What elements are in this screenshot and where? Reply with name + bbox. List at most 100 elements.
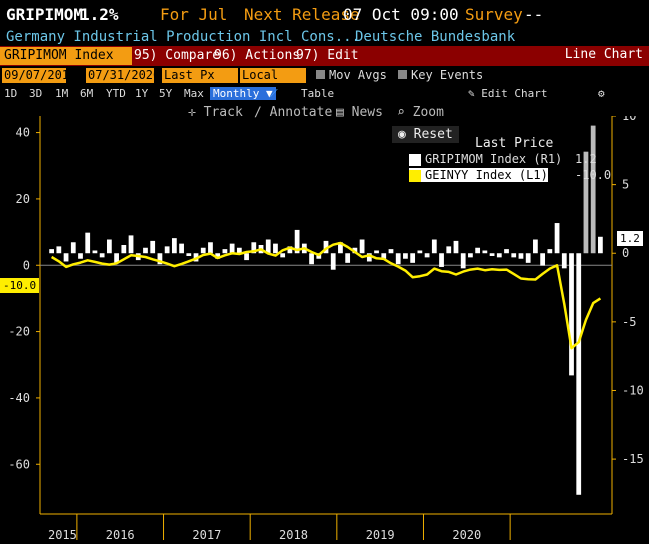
mov-avgs-checkbox[interactable]: Mov Avgs bbox=[316, 68, 387, 82]
period-1m[interactable]: 1M bbox=[55, 87, 69, 100]
chart-type-label[interactable]: Line Chart bbox=[564, 47, 643, 62]
bar bbox=[576, 253, 582, 495]
bar bbox=[143, 247, 148, 254]
news-label: News bbox=[351, 105, 383, 120]
legend-item-geinyy[interactable]: GEINYY Index (L1) bbox=[409, 168, 548, 182]
period-ytd[interactable]: YTD bbox=[106, 87, 126, 100]
price-field[interactable]: Last Px bbox=[162, 68, 238, 83]
series-line bbox=[50, 241, 602, 350]
bar bbox=[150, 240, 156, 254]
table-button[interactable]: Table bbox=[301, 87, 335, 100]
bar bbox=[179, 243, 184, 254]
period-max[interactable]: Max bbox=[184, 87, 204, 100]
left-tick-label: -40 bbox=[8, 391, 30, 405]
chart[interactable]: 40 20 0 -20 -40 -60 10 5 0 -5 -10 -15 2015 2016 2017 20… bbox=[0, 116, 649, 544]
security-field[interactable]: GRIPIMOM Index bbox=[0, 47, 132, 65]
bar bbox=[460, 253, 466, 269]
bar bbox=[236, 247, 242, 254]
bar bbox=[186, 253, 192, 256]
bar bbox=[395, 253, 401, 265]
zoom-tool[interactable]: ⌕ Zoom bbox=[397, 105, 444, 120]
bar bbox=[388, 249, 394, 254]
x-tick-label: 2015 bbox=[48, 528, 77, 542]
right-tick-label: -5 bbox=[622, 315, 636, 329]
chart-mode-icon[interactable]: ⟋ bbox=[270, 87, 278, 100]
bar bbox=[446, 246, 452, 254]
key-events-checkbox[interactable]: Key Events bbox=[398, 68, 483, 82]
track-label: Track bbox=[203, 105, 243, 120]
bar bbox=[381, 253, 387, 259]
bar bbox=[229, 243, 235, 254]
bar bbox=[525, 253, 531, 263]
annotate-tool[interactable]: ∕ Annotate bbox=[254, 105, 332, 120]
bar bbox=[424, 253, 430, 258]
compare-button[interactable]: 95) Compare bbox=[134, 48, 221, 63]
right-tick-label: -10 bbox=[622, 383, 644, 397]
pen-icon: ∕ bbox=[254, 105, 262, 120]
bar bbox=[78, 253, 83, 259]
left-tick-label: -20 bbox=[8, 325, 30, 339]
toolbar: GRIPIMOM Index 95) Compare 96) Actions 9… bbox=[0, 46, 649, 66]
period-3d[interactable]: 3D bbox=[29, 87, 43, 100]
edit-chart-button[interactable]: ✎ Edit Chart bbox=[468, 87, 548, 100]
bar bbox=[215, 253, 221, 259]
bar bbox=[128, 235, 134, 254]
survey-label: Survey bbox=[465, 5, 523, 24]
bar bbox=[164, 246, 170, 254]
legend-item-gripimom[interactable]: GRIPIMOM Index (R1) bbox=[409, 152, 562, 166]
legend-label-geinyy: GEINYY Index (L1) bbox=[425, 168, 548, 182]
survey-value: -- bbox=[524, 5, 544, 24]
actions-button[interactable]: 96) Actions bbox=[214, 48, 301, 63]
right-tick-label: 10 bbox=[622, 116, 636, 123]
bar bbox=[330, 253, 336, 270]
edit-button[interactable]: 97) Edit bbox=[296, 48, 359, 63]
start-date-field[interactable]: 09/07/2014 bbox=[2, 68, 77, 83]
x-tick-label: 2020 bbox=[452, 528, 481, 542]
bar bbox=[374, 250, 379, 254]
track-tool[interactable]: ✛ Track bbox=[188, 105, 243, 120]
bar bbox=[63, 253, 69, 262]
legend-value-gripimom: 1.2 bbox=[575, 152, 597, 166]
bar bbox=[590, 125, 596, 254]
frequency-dropdown[interactable]: Monthly ▼ bbox=[210, 87, 276, 100]
bar bbox=[598, 236, 603, 254]
bar bbox=[554, 223, 560, 254]
bar bbox=[345, 253, 351, 263]
left-tick-label: -60 bbox=[8, 457, 30, 471]
next-release-label: Next Release bbox=[244, 5, 360, 24]
period-5y[interactable]: 5Y bbox=[159, 87, 173, 100]
legend-swatch-yellow bbox=[409, 169, 421, 182]
period-1y[interactable]: 1Y bbox=[135, 87, 149, 100]
end-date-field[interactable]: 07/31/2020 bbox=[86, 68, 161, 83]
edit-chart-label: Edit Chart bbox=[481, 87, 548, 100]
radio-icon: ◉ bbox=[398, 127, 406, 142]
bar bbox=[287, 246, 293, 254]
news-tool[interactable]: ▤ News bbox=[336, 105, 383, 120]
bar bbox=[92, 250, 98, 254]
left-tick-label: 20 bbox=[16, 192, 30, 206]
currency-field[interactable]: Local CCY bbox=[240, 68, 306, 97]
legend-title: Last Price bbox=[475, 136, 554, 151]
bar bbox=[547, 249, 553, 254]
bar bbox=[114, 253, 119, 263]
period-selector: 1D 3D 1M 6M YTD 1Y 5Y Max Monthly ▼ ⟋ Ta… bbox=[0, 85, 649, 102]
ticker: GRIPIMOM bbox=[6, 5, 84, 24]
bar bbox=[359, 239, 365, 254]
mov-avgs-label: Mov Avgs bbox=[329, 68, 387, 82]
x-tick-label: 2019 bbox=[366, 528, 395, 542]
period: For Jul bbox=[160, 5, 228, 24]
bar bbox=[431, 239, 437, 254]
bar bbox=[417, 250, 423, 254]
bar bbox=[244, 253, 249, 261]
period-6m[interactable]: 6M bbox=[80, 87, 94, 100]
reset-button[interactable]: ◉ Reset bbox=[392, 126, 459, 143]
gear-icon[interactable]: ⚙ bbox=[598, 87, 605, 100]
bar bbox=[323, 240, 329, 254]
bar bbox=[85, 232, 91, 254]
period-1d[interactable]: 1D bbox=[4, 87, 18, 100]
key-events-label: Key Events bbox=[411, 68, 484, 82]
bar bbox=[403, 253, 408, 259]
last-value-tag-left: -10.0 bbox=[0, 278, 40, 293]
bar bbox=[49, 249, 54, 254]
last-value: 1.2% bbox=[80, 5, 119, 24]
